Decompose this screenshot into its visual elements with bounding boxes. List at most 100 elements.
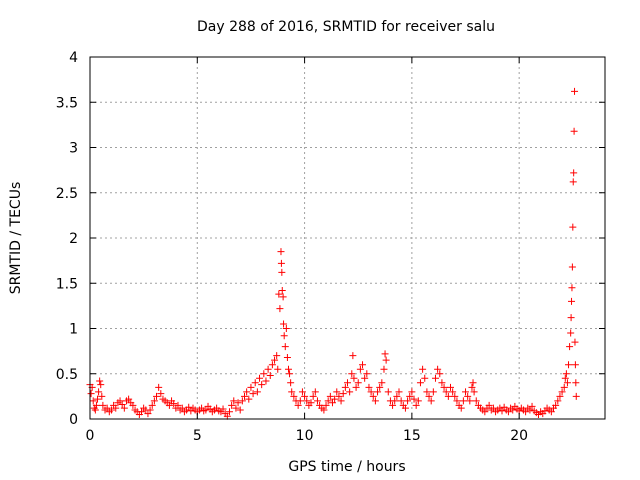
data-point — [238, 397, 246, 405]
data-point — [344, 379, 351, 387]
data-point — [303, 397, 311, 405]
data-point — [298, 388, 306, 396]
data-point — [567, 314, 575, 322]
data-point — [273, 352, 281, 360]
data-point — [425, 392, 433, 400]
data-point — [279, 293, 287, 301]
data-point — [568, 297, 576, 305]
plot-frame — [89, 56, 606, 420]
data-point — [251, 379, 259, 387]
data-point — [395, 388, 403, 396]
data-point — [571, 338, 579, 346]
data-point — [258, 381, 266, 389]
data-point — [281, 343, 289, 351]
data-point — [264, 365, 272, 373]
data-point — [504, 408, 512, 416]
data-point — [410, 395, 418, 403]
data-point — [571, 361, 579, 369]
data-point — [309, 392, 317, 400]
data-point — [268, 361, 276, 369]
data-point — [552, 401, 560, 409]
data-point — [202, 406, 210, 414]
data-point — [558, 388, 566, 396]
data-point — [337, 397, 345, 405]
data-point — [129, 401, 137, 409]
data-point — [459, 397, 467, 405]
data-point — [414, 397, 422, 405]
data-point — [447, 383, 454, 391]
data-point — [568, 284, 576, 292]
x-tick-label: 5 — [193, 428, 202, 444]
data-point — [276, 305, 284, 313]
data-point — [153, 392, 161, 400]
data-point — [466, 397, 474, 405]
data-point — [245, 395, 253, 403]
data-point — [253, 388, 261, 396]
data-point — [243, 388, 251, 396]
data-point — [380, 365, 388, 373]
data-point — [570, 127, 578, 135]
chart-title: Day 288 of 2016, SRMTID for receiver sal… — [197, 19, 495, 35]
data-point — [236, 406, 244, 414]
data-point — [563, 379, 571, 387]
data-point — [481, 408, 489, 416]
data-point — [283, 353, 291, 361]
data-point — [389, 401, 397, 409]
data-point — [282, 325, 290, 332]
x-tick-label: 15 — [403, 428, 421, 444]
data-point — [472, 397, 480, 405]
data-point — [498, 407, 506, 415]
data-point — [444, 392, 452, 400]
data-point — [185, 403, 193, 411]
data-point — [561, 374, 569, 382]
data-point — [440, 383, 448, 391]
data-point — [367, 388, 375, 396]
data-point — [509, 406, 517, 414]
data-point — [170, 400, 178, 408]
data-point — [94, 395, 102, 403]
data-point — [125, 395, 133, 403]
data-point — [249, 390, 257, 398]
data-point — [148, 401, 156, 409]
data-point — [489, 404, 497, 412]
data-point — [266, 372, 274, 380]
data-point — [341, 383, 349, 391]
y-tick-label: 2.5 — [56, 186, 78, 202]
data-point — [562, 370, 570, 378]
data-point — [412, 401, 420, 409]
data-point — [408, 388, 416, 396]
data-point — [384, 388, 392, 396]
data-point — [288, 388, 296, 396]
data-point — [107, 406, 115, 414]
data-point — [391, 397, 399, 405]
data-point — [442, 388, 450, 396]
data-point — [554, 397, 562, 405]
data-point — [150, 397, 158, 405]
data-point — [356, 365, 364, 373]
data-point — [339, 390, 347, 398]
axis-ticks: 0 5 10 15 20 0 0.5 1 1.5 2 2.5 3 3.5 4 — [56, 50, 605, 444]
data-point — [382, 356, 390, 364]
data-point — [230, 397, 238, 405]
data-point — [296, 397, 304, 405]
data-point — [271, 356, 279, 364]
data-point — [311, 388, 319, 396]
data-point — [286, 370, 294, 378]
data-point — [320, 406, 328, 414]
data-point — [569, 223, 577, 231]
data-point — [350, 374, 358, 382]
data-point — [174, 401, 182, 409]
data-point — [397, 397, 405, 405]
data-point — [468, 383, 476, 391]
data-point — [378, 379, 386, 387]
data-point — [401, 404, 409, 412]
y-axis-label: SRMTID / TECUs — [8, 182, 24, 295]
data-point — [322, 401, 330, 409]
data-point — [565, 361, 573, 369]
data-point — [118, 401, 126, 409]
data-point — [449, 388, 457, 396]
data-point — [335, 392, 343, 400]
data-point — [374, 388, 382, 396]
x-tick-label: 0 — [86, 428, 95, 444]
data-point — [560, 383, 568, 391]
